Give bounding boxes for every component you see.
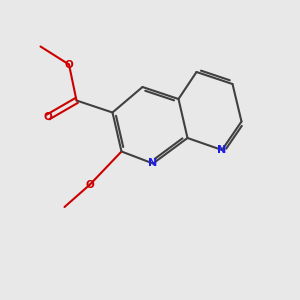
Text: N: N: [148, 158, 158, 169]
Text: O: O: [44, 112, 52, 122]
Text: O: O: [64, 59, 74, 70]
Text: O: O: [85, 179, 94, 190]
Text: N: N: [218, 145, 226, 155]
